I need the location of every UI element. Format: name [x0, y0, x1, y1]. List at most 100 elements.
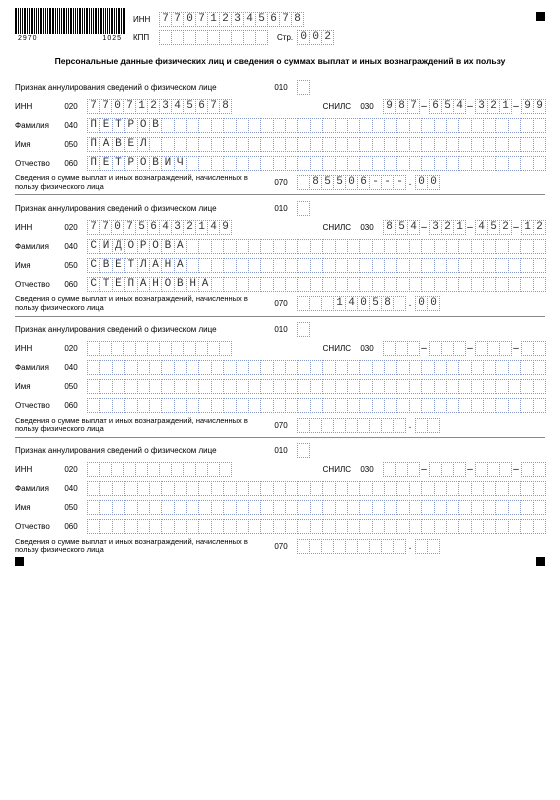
snils-group: [521, 341, 545, 356]
kpp-label: КПП: [133, 33, 159, 42]
snils-group: [475, 341, 511, 356]
patronymic-cells: СТЕПАНОВНА: [87, 277, 545, 292]
code: 060: [60, 522, 82, 531]
snils-group: 321: [475, 99, 511, 114]
amount-cells: 85506---.00: [297, 175, 439, 190]
snils-group: 987: [383, 99, 419, 114]
amount-dec-cells: [415, 539, 439, 554]
amount-dec-cells: [415, 418, 439, 433]
snils-group: 321: [429, 220, 465, 235]
patronymic-label: Отчество: [15, 522, 55, 531]
snils-group: [429, 462, 465, 477]
amount-label: Сведения о сумме выплат и иных вознаграж…: [15, 538, 265, 555]
snils-group: [383, 462, 419, 477]
cancel-label: Признак аннулирования сведений о физичес…: [15, 204, 265, 213]
surname-cells: СИДОРОВА: [87, 239, 545, 254]
person-block: Признак аннулирования сведений о физичес…: [15, 74, 545, 191]
code: 010: [270, 325, 292, 334]
inn-label: ИНН: [15, 102, 55, 111]
code: 060: [60, 401, 82, 410]
surname-label: Фамилия: [15, 484, 55, 493]
dash: –: [465, 341, 475, 356]
code: 060: [60, 280, 82, 289]
patronymic-cells: [87, 519, 545, 534]
dash: –: [419, 99, 429, 114]
amount-label: Сведения о сумме выплат и иных вознаграж…: [15, 417, 265, 434]
inn-label: ИНН: [15, 223, 55, 232]
code: 040: [60, 242, 82, 251]
header-kpp-cells: [159, 30, 267, 45]
dash: –: [511, 220, 521, 235]
code: 020: [60, 344, 82, 353]
patronymic-label: Отчество: [15, 159, 55, 168]
dot: .: [405, 418, 415, 433]
name-cells: ПАВЕЛ: [87, 137, 545, 152]
code: 050: [60, 261, 82, 270]
amount-cells: 14058 .00: [297, 296, 439, 311]
code: 070: [270, 299, 292, 308]
name-cells: [87, 500, 545, 515]
snils-group: [383, 341, 419, 356]
surname-label: Фамилия: [15, 363, 55, 372]
dash: –: [465, 220, 475, 235]
amount-dec-cells: 00: [415, 296, 439, 311]
cancel-cell: [297, 322, 309, 337]
surname-label: Фамилия: [15, 121, 55, 130]
dot: .: [405, 175, 415, 190]
amount-int-cells: 14058: [297, 296, 405, 311]
amount-int-cells: [297, 418, 405, 433]
code: 020: [60, 465, 82, 474]
code: 050: [60, 382, 82, 391]
dash: –: [465, 462, 475, 477]
form-page: 2970 1025 ИНН 770712345678 КПП Стр. 002 …: [0, 0, 560, 570]
dash: –: [511, 341, 521, 356]
person-inn-cells: [87, 462, 231, 477]
header-page-cells: 002: [297, 30, 333, 45]
name-label: Имя: [15, 261, 55, 270]
code: 050: [60, 503, 82, 512]
amount-cells: .: [297, 539, 439, 554]
amount-label: Сведения о сумме выплат и иных вознаграж…: [15, 295, 265, 312]
amount-int-cells: 85506---: [297, 175, 405, 190]
code: 040: [60, 121, 82, 130]
name-label: Имя: [15, 382, 55, 391]
code: 030: [356, 465, 378, 474]
name-cells: СВЕТЛАНА: [87, 258, 545, 273]
header-fields: ИНН 770712345678 КПП Стр. 002: [133, 12, 333, 48]
surname-cells: ПЕТРОВ: [87, 118, 545, 133]
patronymic-cells: ПЕТРОВИЧ: [87, 156, 545, 171]
code: 020: [60, 223, 82, 232]
barcode: 2970 1025: [15, 8, 125, 42]
dash: –: [511, 462, 521, 477]
dash: –: [419, 341, 429, 356]
cancel-cell: [297, 80, 309, 95]
snils-group: 12: [521, 220, 545, 235]
dot: .: [405, 539, 415, 554]
corner-marker-icon: [536, 557, 545, 566]
code: 040: [60, 484, 82, 493]
code: 050: [60, 140, 82, 149]
corner-marker-icon: [536, 12, 545, 21]
dash: –: [419, 462, 429, 477]
header-inn-cells: 770712345678: [159, 12, 303, 27]
code: 040: [60, 363, 82, 372]
dot: .: [405, 296, 415, 311]
inn-label: ИНН: [15, 344, 55, 353]
cancel-cell: [297, 201, 309, 216]
dash: –: [511, 99, 521, 114]
patronymic-cells: [87, 398, 545, 413]
snils-group: [521, 462, 545, 477]
snils-group: 854: [383, 220, 419, 235]
name-cells: [87, 379, 545, 394]
cancel-label: Признак аннулирования сведений о физичес…: [15, 83, 265, 92]
amount-int-cells: [297, 539, 405, 554]
inn-label: ИНН: [133, 15, 159, 24]
snils-label: СНИЛС: [323, 223, 351, 232]
snils-group: 654: [429, 99, 465, 114]
dash: –: [465, 99, 475, 114]
surname-cells: [87, 481, 545, 496]
corner-marker-icon: [15, 557, 24, 566]
surname-cells: [87, 360, 545, 375]
code: 070: [270, 421, 292, 430]
patronymic-label: Отчество: [15, 280, 55, 289]
